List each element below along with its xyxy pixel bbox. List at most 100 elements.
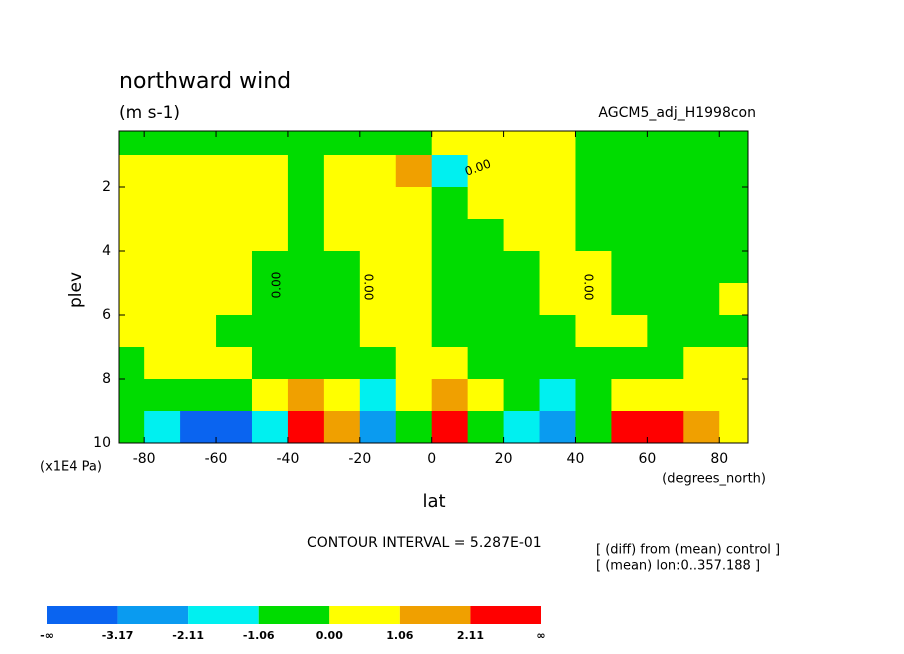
field-cell [119, 379, 145, 412]
field-cell [119, 187, 145, 220]
field-cell [359, 379, 397, 412]
field-cell [647, 379, 684, 412]
field-cell [180, 251, 217, 284]
field-cell [575, 219, 612, 252]
field-cell [647, 347, 684, 380]
colorbar-box [329, 606, 400, 624]
field-cell [719, 283, 748, 316]
field-cell [287, 315, 325, 348]
field-cell [395, 251, 433, 284]
field-cell [359, 219, 397, 252]
field-cell [539, 315, 576, 348]
field-cell [719, 155, 748, 188]
field-cell [251, 155, 289, 188]
field-cell [251, 219, 289, 252]
x-tick-label: -60 [205, 451, 228, 467]
field-cell [683, 251, 720, 284]
field-cell [431, 219, 469, 252]
field-cell [503, 155, 541, 188]
field-cell [503, 219, 541, 252]
field-cell [287, 347, 325, 380]
colorbar-box [188, 606, 259, 624]
y-tick-label: 4 [102, 243, 111, 259]
field-cell [119, 251, 145, 284]
field-cell [611, 411, 648, 443]
field-cell [611, 251, 648, 284]
field-cell [323, 347, 361, 380]
x-tick-label: -20 [348, 451, 371, 467]
field-cell [395, 379, 433, 412]
field-cell [119, 315, 145, 348]
field-cell [539, 283, 576, 316]
field-cell [647, 131, 684, 156]
field-cell [216, 155, 253, 188]
field-cell [647, 283, 684, 316]
field-cell [216, 379, 253, 412]
field-cell [431, 315, 469, 348]
field-cell [287, 411, 325, 443]
colorbar-box [47, 606, 118, 624]
field-cell [323, 283, 361, 316]
field-cell [359, 411, 397, 443]
field-cell [359, 187, 397, 220]
y-tick-label: 8 [102, 371, 111, 387]
field-cell [287, 251, 325, 284]
field-cell [180, 283, 217, 316]
field-cell [575, 347, 612, 380]
field-cell [395, 283, 433, 316]
field-cell [647, 411, 684, 443]
field-cell [503, 347, 541, 380]
field-cell [467, 155, 505, 188]
field-cell [647, 187, 684, 220]
note: [ (mean) lon:0..357.188 ] [596, 559, 760, 574]
field-cell [539, 347, 576, 380]
field-cell [323, 155, 361, 188]
field-cell [180, 187, 217, 220]
field-cell [323, 411, 361, 443]
colorbar-label: 0.00 [316, 629, 343, 642]
field-cell [119, 411, 145, 443]
field-cell [251, 283, 289, 316]
field-cell [683, 379, 720, 412]
field-cell [119, 219, 145, 252]
field-cell [119, 155, 145, 188]
field-cell [575, 131, 612, 156]
field-cell [119, 283, 145, 316]
field-cell [287, 219, 325, 252]
field-cell [395, 347, 433, 380]
x-tick-label: 0 [427, 451, 436, 467]
field-cell [467, 187, 505, 220]
field-cell [683, 219, 720, 252]
field-cell [683, 283, 720, 316]
field-cell [611, 347, 648, 380]
field-cell [611, 379, 648, 412]
field-cell [539, 379, 576, 412]
field-cell [539, 187, 576, 220]
field-cell [216, 251, 253, 284]
field-cell [395, 187, 433, 220]
field-cell [144, 155, 181, 188]
field-cell [359, 131, 397, 156]
field-cell [683, 315, 720, 348]
x-tick-label: -40 [276, 451, 299, 467]
field-cell [323, 187, 361, 220]
field-cell [719, 315, 748, 348]
x-units: (degrees_north) [662, 472, 766, 487]
field-cell [611, 187, 648, 220]
field-cell [180, 379, 217, 412]
field-cell [180, 155, 217, 188]
field-cell [216, 347, 253, 380]
colorbar-label: -1.06 [243, 629, 275, 642]
x-tick-label: 80 [710, 451, 728, 467]
field-cell [431, 251, 469, 284]
field-cell [719, 411, 748, 443]
colorbar-box [470, 606, 541, 624]
field-cell [431, 283, 469, 316]
field-cell [719, 131, 748, 156]
field-cell [467, 347, 505, 380]
field-cell [575, 251, 612, 284]
field-cell [216, 219, 253, 252]
field-cell [647, 315, 684, 348]
y-units: (x1E4 Pa) [40, 460, 102, 475]
